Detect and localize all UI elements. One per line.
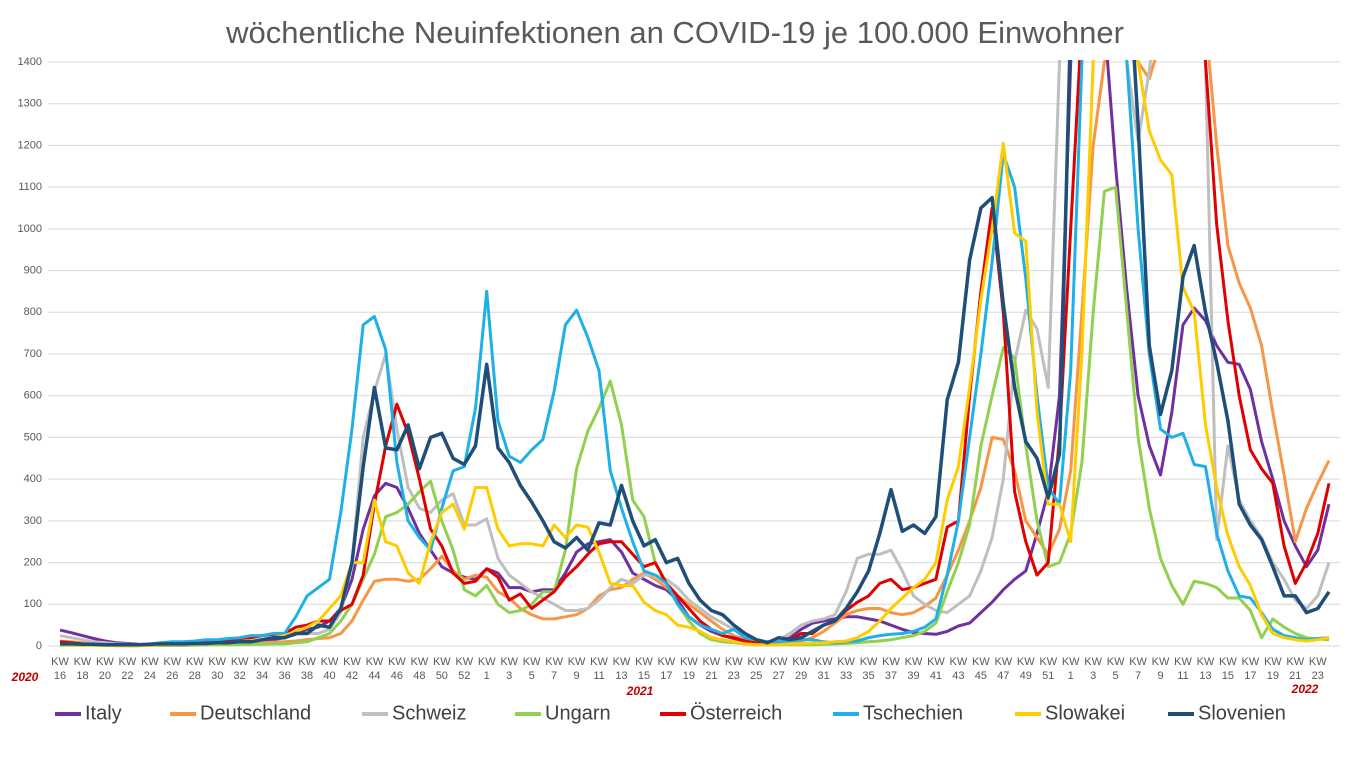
- x-tick-label: KW 1: [1062, 656, 1080, 682]
- x-tick-label: KW 21: [702, 656, 720, 682]
- plot-area: [59, 60, 1331, 648]
- x-tick-label: KW 41: [927, 656, 945, 682]
- x-tick-label: KW 49: [1017, 656, 1035, 682]
- y-tick-label: 300: [24, 515, 42, 527]
- legend-label: Italy: [85, 702, 122, 724]
- x-tick-label: KW 45: [972, 656, 990, 682]
- x-tick-label: KW 46: [388, 656, 406, 682]
- series-line: [60, 60, 1331, 647]
- y-tick-label: 100: [24, 598, 42, 610]
- legend-label: Deutschland: [200, 702, 311, 724]
- x-tick-label: KW 51: [1039, 656, 1057, 682]
- year-label: 2021: [626, 684, 654, 698]
- x-tick-label: KW 23: [1309, 656, 1327, 682]
- x-tick-label: KW 1: [478, 656, 496, 682]
- x-tick-label: KW 43: [950, 656, 968, 682]
- x-tick-label: KW 26: [163, 656, 181, 682]
- x-tick-label: KW 44: [366, 656, 384, 682]
- legend-label: Tschechien: [863, 702, 963, 724]
- x-tick-label: KW 27: [770, 656, 788, 682]
- x-tick-label: KW 16: [51, 656, 69, 682]
- x-tick-label: KW 39: [905, 656, 923, 682]
- legend-label: Slowakei: [1045, 702, 1125, 724]
- x-tick-label: KW 13: [1197, 656, 1215, 682]
- x-tick-label: KW 5: [523, 656, 541, 682]
- x-tick-label: KW 13: [613, 656, 631, 682]
- x-tick-label: KW 20: [96, 656, 114, 682]
- y-tick-label: 400: [24, 473, 42, 485]
- y-tick-label: 1300: [18, 98, 42, 110]
- series-line: [59, 60, 1331, 647]
- x-tick-label: KW 3: [500, 656, 518, 682]
- legend-label: Österreich: [690, 702, 782, 724]
- series-line: [60, 60, 1330, 648]
- x-tick-label: KW 50: [433, 656, 451, 682]
- x-tick-label: KW 37: [882, 656, 900, 682]
- x-tick-label: KW 11: [590, 656, 608, 682]
- series-line: [60, 60, 1330, 647]
- x-tick-label: KW 48: [410, 656, 428, 682]
- x-tick-label: KW 24: [141, 656, 159, 682]
- x-tick-label: KW 29: [792, 656, 810, 682]
- x-tick-label: KW 3: [1084, 656, 1102, 682]
- y-tick-label: 1400: [18, 56, 42, 68]
- legend-label: Schweiz: [392, 702, 466, 724]
- year-label: 2020: [11, 670, 39, 684]
- grid: [48, 61, 1340, 647]
- legend-label: Ungarn: [545, 702, 611, 724]
- x-tick-label: KW 15: [1219, 656, 1237, 682]
- x-tick-label: KW 25: [747, 656, 765, 682]
- series-line: [59, 60, 1331, 648]
- x-tick-label: KW 5: [1107, 656, 1125, 682]
- x-tick-label: KW 47: [994, 656, 1012, 682]
- year-label: 2022: [1291, 682, 1319, 696]
- x-tick-label: KW 17: [658, 656, 676, 682]
- x-tick-label: KW 31: [815, 656, 833, 682]
- x-tick-label: KW 11: [1174, 656, 1192, 682]
- x-tick-label: KW 42: [343, 656, 361, 682]
- x-tick-label: KW 23: [725, 656, 743, 682]
- y-tick-label: 500: [24, 431, 42, 443]
- x-tick-label: KW 7: [1129, 656, 1147, 682]
- x-tick-label: KW 34: [253, 656, 271, 682]
- x-tick-label: KW 32: [231, 656, 249, 682]
- x-tick-label: KW 22: [119, 656, 137, 682]
- x-tick-label: KW 19: [1264, 656, 1282, 682]
- y-tick-label: 1100: [18, 181, 42, 193]
- x-tick-label: KW 19: [680, 656, 698, 682]
- x-tick-label: KW 40: [321, 656, 339, 682]
- series-line: [59, 60, 1331, 647]
- x-tick-label: KW 52: [455, 656, 473, 682]
- series-line: [59, 60, 1331, 647]
- x-tick-label: KW 38: [298, 656, 316, 682]
- x-tick-label: KW 18: [74, 656, 92, 682]
- y-tick-label: 1200: [18, 139, 42, 151]
- x-tick-label: KW 7: [545, 656, 563, 682]
- y-tick-label: 200: [24, 556, 42, 568]
- legend-label: Slovenien: [1198, 702, 1286, 724]
- series-line: [60, 185, 1330, 647]
- y-tick-label: 700: [24, 348, 42, 360]
- x-tick-label: KW 33: [837, 656, 855, 682]
- y-tick-label: 600: [24, 390, 42, 402]
- x-tick-label: KW 36: [276, 656, 294, 682]
- y-tick-label: 800: [24, 306, 42, 318]
- y-tick-label: 0: [36, 640, 42, 652]
- x-tick-label: KW 28: [186, 656, 204, 682]
- y-tick-label: 900: [24, 264, 42, 276]
- x-tick-label: KW 17: [1242, 656, 1260, 682]
- x-tick-label: KW 21: [1286, 656, 1304, 682]
- y-tick-label: 1000: [18, 223, 42, 235]
- x-tick-label: KW 30: [208, 656, 226, 682]
- x-tick-label: KW 9: [568, 656, 586, 682]
- chart-title: wöchentliche Neuinfektionen an COVID-19 …: [225, 15, 1124, 50]
- x-tick-label: KW 35: [860, 656, 878, 682]
- x-tick-label: KW 15: [635, 656, 653, 682]
- x-tick-label: KW 9: [1152, 656, 1170, 682]
